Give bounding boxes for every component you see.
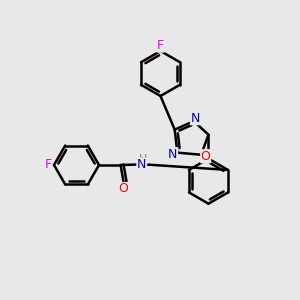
Text: N: N xyxy=(190,112,200,125)
Text: O: O xyxy=(201,150,211,163)
Text: N: N xyxy=(168,148,178,161)
Text: H: H xyxy=(139,154,147,164)
Text: O: O xyxy=(118,182,128,196)
Text: F: F xyxy=(44,158,52,172)
Text: N: N xyxy=(137,158,146,171)
Text: F: F xyxy=(157,39,164,52)
